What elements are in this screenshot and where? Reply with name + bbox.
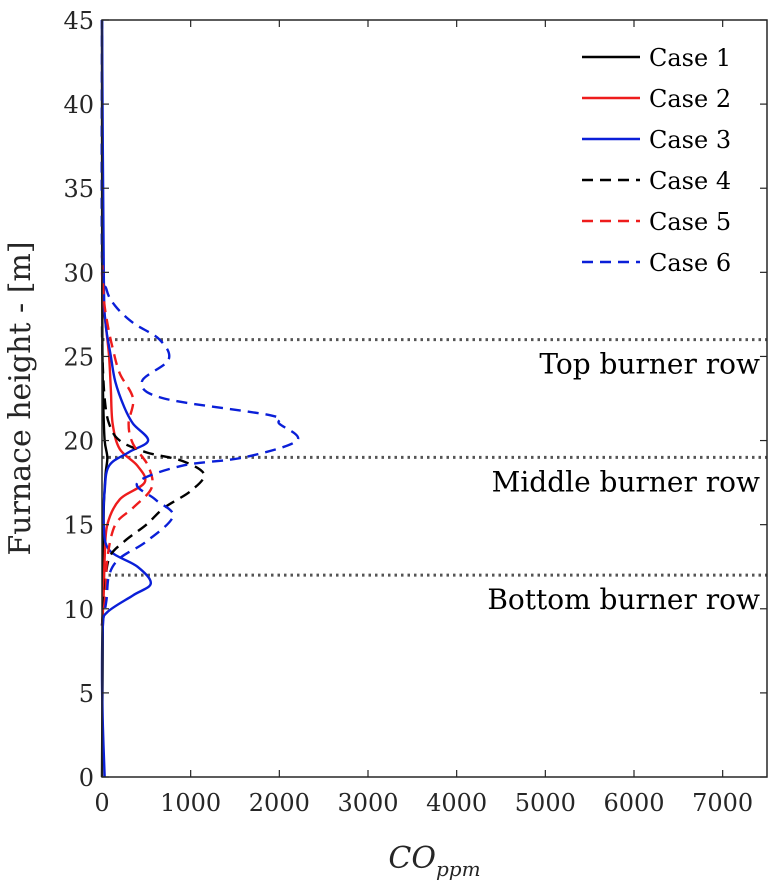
legend-label: Case 6 xyxy=(649,249,731,277)
y-axis-ticks: 0 5 10 15 20 25 30 35 40 45 xyxy=(63,7,767,792)
y-tick-label: 40 xyxy=(63,91,94,119)
x-axis-title: COppm xyxy=(388,841,480,881)
y-tick-label: 20 xyxy=(63,428,94,456)
plot-frame xyxy=(101,19,768,778)
y-tick-label: 25 xyxy=(63,343,94,371)
series-line-5 xyxy=(100,255,154,626)
reference-labels: Top burner row Middle burner row Bottom bu… xyxy=(487,348,760,617)
y-tick-label: 5 xyxy=(79,680,94,708)
x-tick-label: 2000 xyxy=(249,789,310,817)
legend-label: Case 4 xyxy=(649,167,731,195)
x-axis-title-base: CO xyxy=(388,841,436,876)
x-tick-label: 5000 xyxy=(515,789,576,817)
legend-label: Case 2 xyxy=(649,85,731,113)
x-tick-label: 3000 xyxy=(337,789,398,817)
y-axis-title: Furnace height - [m] xyxy=(3,241,38,555)
legend: Case 1 Case 2 Case 3 Case 4 Case 5 Case 6 xyxy=(582,44,731,277)
x-tick-label: 0 xyxy=(94,789,109,817)
x-tick-label: 6000 xyxy=(603,789,664,817)
y-tick-label: 10 xyxy=(63,596,94,624)
legend-label: Case 5 xyxy=(649,208,731,236)
y-tick-label: 45 xyxy=(63,7,94,35)
x-tick-label: 4000 xyxy=(426,789,487,817)
y-tick-label: 30 xyxy=(63,259,94,287)
y-tick-label: 35 xyxy=(63,175,94,203)
series-lines xyxy=(100,19,300,778)
reference-line-label: Middle burner row xyxy=(492,465,760,498)
y-tick-label: 0 xyxy=(79,764,94,792)
x-tick-label: 7000 xyxy=(692,789,753,817)
reference-line-label: Bottom burner row xyxy=(487,583,760,616)
legend-label: Case 1 xyxy=(649,44,731,72)
series-line-3 xyxy=(100,19,152,778)
series-line-6 xyxy=(100,19,300,626)
x-tick-label: 1000 xyxy=(160,789,221,817)
reference-line-label: Top burner row xyxy=(539,348,760,381)
x-axis-title-subscript: ppm xyxy=(436,857,481,881)
series-line-4 xyxy=(100,322,206,626)
x-axis-ticks: 0 1000 2000 3000 4000 5000 6000 7000 xyxy=(94,20,753,817)
reference-lines xyxy=(102,338,767,577)
legend-label: Case 3 xyxy=(649,126,731,154)
y-tick-label: 15 xyxy=(63,512,94,540)
